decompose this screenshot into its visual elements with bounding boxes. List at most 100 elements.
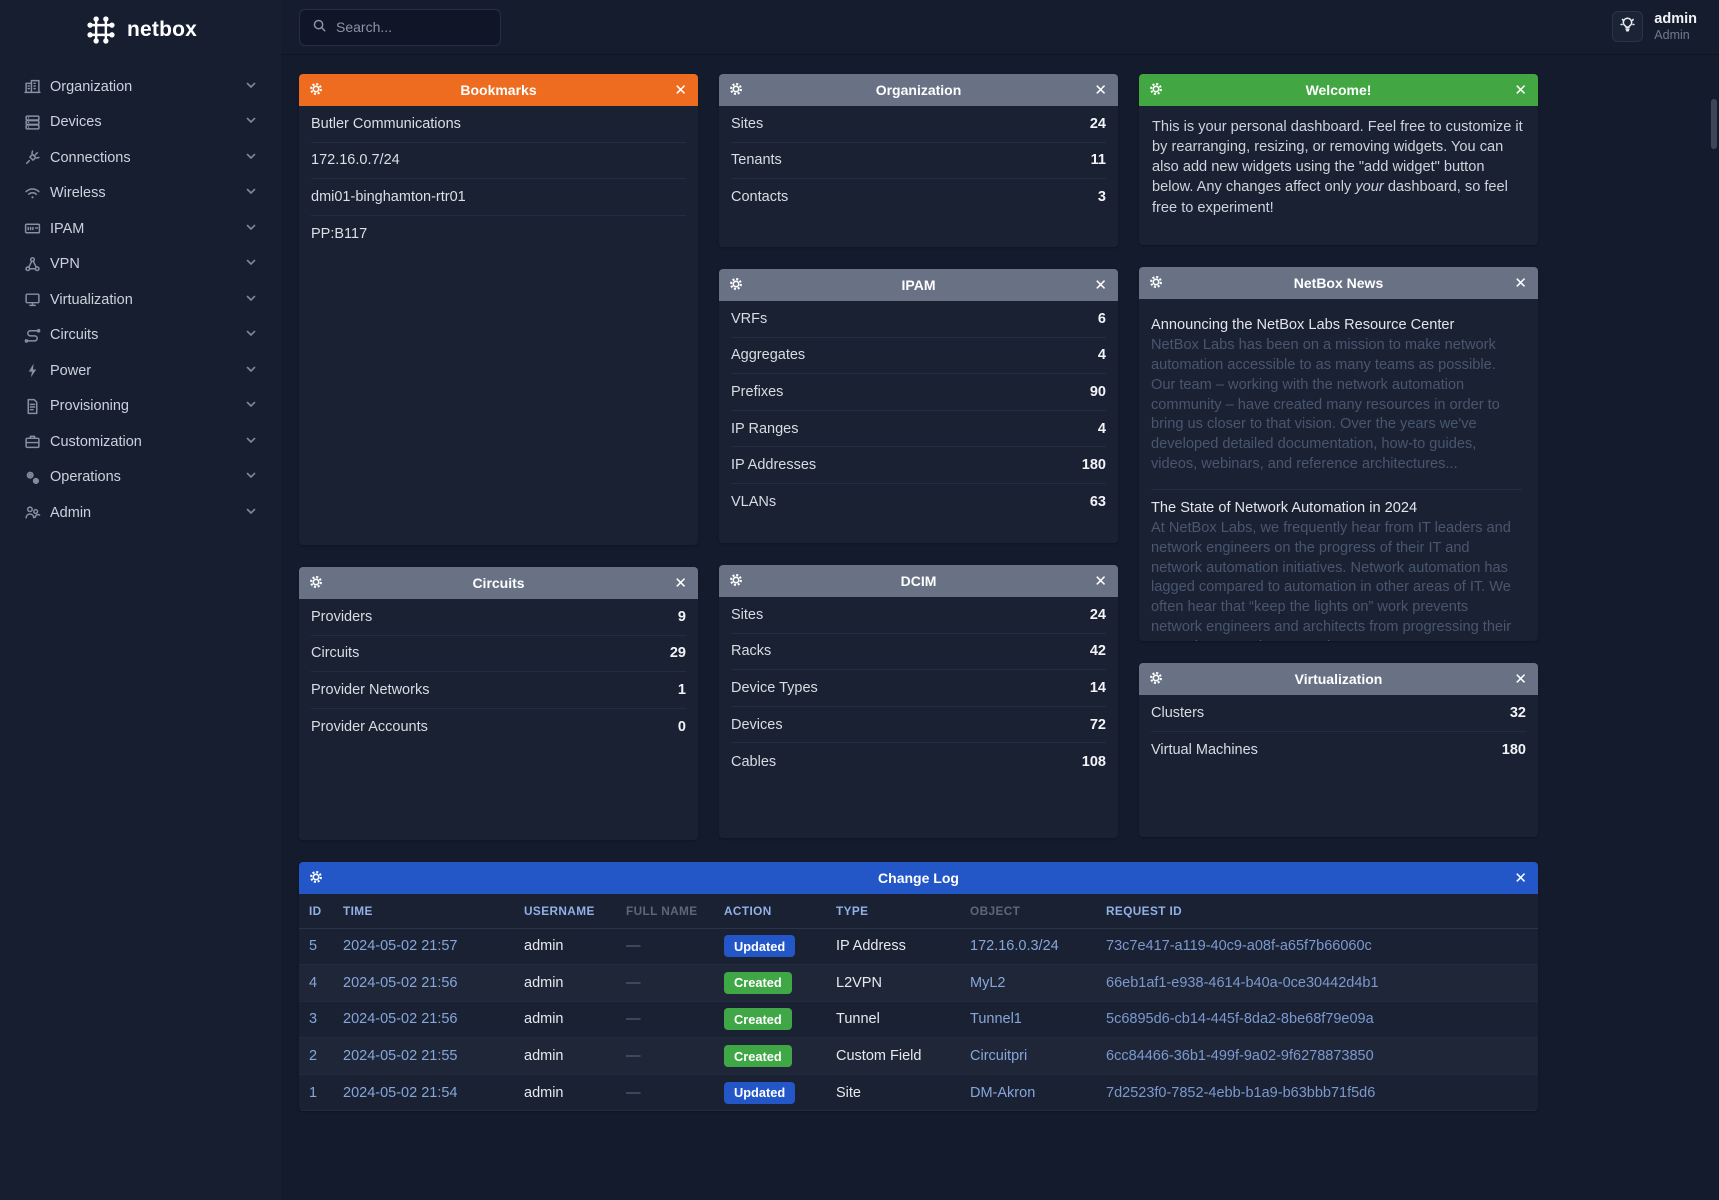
change-request-id-link[interactable]: 7d2523f0-7852-4ebb-b1a9-b63bbb71f5d6 (1106, 1084, 1376, 1101)
widget-close-icon[interactable]: ✕ (1514, 275, 1527, 292)
widget-close-icon[interactable]: ✕ (1094, 82, 1107, 99)
stat-row[interactable]: Cables 108 (731, 753, 1106, 770)
change-request-id-link[interactable]: 73c7e417-a119-40c9-a08f-a65f7b66060c (1106, 938, 1372, 955)
action-badge[interactable]: Created (724, 1045, 792, 1068)
widget-config-gear-icon[interactable] (729, 82, 743, 96)
bookmark-item[interactable]: dmi01-binghamton-rtr01 (311, 179, 686, 216)
change-time-link[interactable]: 2024-05-02 21:56 (343, 1011, 458, 1028)
column-header[interactable]: TYPE (826, 894, 960, 929)
column-header[interactable]: TIME (333, 894, 514, 929)
widget-config-gear-icon[interactable] (729, 573, 743, 587)
action-badge[interactable]: Updated (724, 1081, 796, 1104)
stat-row[interactable]: Sites 24 (731, 106, 1106, 143)
stat-row[interactable]: Devices 72 (731, 707, 1106, 744)
change-id-link[interactable]: 1 (309, 1084, 318, 1101)
stat-row[interactable]: Tenants 11 (731, 143, 1106, 180)
sidebar-nav: Organization Devices Connections Wireles… (0, 69, 281, 531)
change-request-id-link[interactable]: 66eb1af1-e938-4614-b40a-0ce30442d4b1 (1106, 974, 1379, 991)
stat-row[interactable]: IP Addresses 180 (731, 447, 1106, 484)
action-badge[interactable]: Created (724, 971, 792, 994)
widget-config-gear-icon[interactable] (1149, 82, 1163, 96)
sidebar-item-admin[interactable]: Admin (0, 495, 281, 531)
widget-close-icon[interactable]: ✕ (1514, 82, 1527, 99)
stat-row[interactable]: IP Ranges 4 (731, 411, 1106, 448)
sidebar-item-virtualization[interactable]: Virtualization (0, 282, 281, 318)
change-object-link[interactable]: Circuitpri (970, 1048, 1028, 1065)
sidebar-item-power[interactable]: Power (0, 353, 281, 389)
column-header[interactable]: FULL NAME (616, 894, 714, 929)
change-time-link[interactable]: 2024-05-02 21:54 (343, 1084, 458, 1101)
stat-row[interactable]: Provider Accounts 0 (311, 719, 686, 736)
change-id-link[interactable]: 4 (309, 974, 318, 991)
netbox-logo-icon (84, 13, 118, 47)
stat-row[interactable]: Sites 24 (731, 597, 1106, 634)
news-body-text: NetBox Labs has been on a mission to mak… (1151, 337, 1500, 473)
news-headline[interactable]: The State of Network Automation in 2024 (1151, 499, 1418, 516)
action-badge[interactable]: Updated (724, 935, 796, 958)
change-request-id-link[interactable]: 5c6895d6-cb14-445f-8da2-8be68f79e09a (1106, 1011, 1374, 1028)
stat-row[interactable]: Virtual Machines 180 (1151, 741, 1526, 758)
widget-config-gear-icon[interactable] (309, 575, 323, 589)
change-request-id-link[interactable]: 6cc84466-36b1-499f-9a02-9f6278873850 (1106, 1048, 1374, 1065)
sidebar-item-circuits[interactable]: Circuits (0, 318, 281, 354)
sidebar-item-vpn[interactable]: VPN (0, 247, 281, 283)
sidebar-item-organization[interactable]: Organization (0, 69, 281, 105)
sidebar-item-customization[interactable]: Customization (0, 424, 281, 460)
sidebar-item-connections[interactable]: Connections (0, 140, 281, 176)
widget-config-gear-icon[interactable] (1149, 671, 1163, 685)
widget-close-icon[interactable]: ✕ (1514, 870, 1527, 887)
stat-row[interactable]: Providers 9 (311, 599, 686, 636)
stat-row[interactable]: Aggregates 4 (731, 338, 1106, 375)
change-id-link[interactable]: 3 (309, 1011, 318, 1028)
column-header[interactable]: ACTION (714, 894, 826, 929)
change-object-link[interactable]: Tunnel1 (970, 1011, 1022, 1028)
widget-config-gear-icon[interactable] (309, 870, 323, 884)
sidebar-item-operations[interactable]: Operations (0, 460, 281, 496)
table-row: 2 2024-05-02 21:55 admin — Created Custo… (299, 1037, 1538, 1075)
bookmark-item[interactable]: Butler Communications (311, 106, 686, 143)
widget-config-gear-icon[interactable] (729, 277, 743, 291)
change-object-link[interactable]: MyL2 (970, 974, 1006, 991)
change-object-link[interactable]: 172.16.0.3/24 (970, 938, 1059, 955)
widget-config-gear-icon[interactable] (309, 82, 323, 96)
stat-row[interactable]: VRFs 6 (731, 301, 1106, 338)
netbox-logo[interactable]: netbox (0, 0, 281, 57)
change-log-table: ID TIME USERNAME FULL NAME ACTION TYPE OBJECT R… (299, 894, 1538, 1112)
column-header[interactable]: REQUEST ID (1096, 894, 1538, 929)
widget-close-icon[interactable]: ✕ (1094, 277, 1107, 294)
widget-close-icon[interactable]: ✕ (674, 575, 687, 592)
action-badge[interactable]: Created (724, 1008, 792, 1031)
bookmark-item[interactable]: PP:B117 (311, 226, 368, 243)
stat-row[interactable]: Circuits 29 (311, 636, 686, 673)
change-id-link[interactable]: 2 (309, 1048, 318, 1065)
user-menu[interactable]: admin Admin (1654, 11, 1701, 42)
theme-toggle-button[interactable] (1612, 11, 1644, 43)
widget-close-icon[interactable]: ✕ (1094, 573, 1107, 590)
bookmark-item[interactable]: 172.16.0.7/24 (311, 143, 686, 180)
stat-row[interactable]: Racks 42 (731, 634, 1106, 671)
change-time-link[interactable]: 2024-05-02 21:56 (343, 974, 458, 991)
stat-row[interactable]: Provider Networks 1 (311, 672, 686, 709)
widget-close-icon[interactable]: ✕ (1514, 671, 1527, 688)
change-object-link[interactable]: DM-Akron (970, 1084, 1036, 1101)
change-time-link[interactable]: 2024-05-02 21:57 (343, 938, 458, 955)
sidebar-item-provisioning[interactable]: Provisioning (0, 389, 281, 425)
sidebar-item-wireless[interactable]: Wireless (0, 176, 281, 212)
widget-close-icon[interactable]: ✕ (674, 82, 687, 99)
stat-row[interactable]: Clusters 32 (1151, 695, 1526, 732)
stat-row[interactable]: Prefixes 90 (731, 374, 1106, 411)
column-header[interactable]: OBJECT (960, 894, 1096, 929)
news-headline[interactable]: Announcing the NetBox Labs Resource Cent… (1151, 317, 1455, 333)
search-box[interactable] (299, 8, 517, 46)
change-time-link[interactable]: 2024-05-02 21:55 (343, 1048, 458, 1065)
change-id-link[interactable]: 5 (309, 938, 318, 955)
widget-config-gear-icon[interactable] (1149, 275, 1163, 289)
sidebar-item-ipam[interactable]: IPAM (0, 211, 281, 247)
stat-row[interactable]: Device Types 14 (731, 670, 1106, 707)
column-header[interactable]: ID (299, 894, 333, 929)
sidebar-item-devices[interactable]: Devices (0, 105, 281, 141)
stat-row[interactable]: Contacts 3 (731, 189, 1106, 206)
search-input[interactable] (336, 19, 517, 35)
column-header[interactable]: USERNAME (514, 894, 616, 929)
stat-row[interactable]: VLANs 63 (731, 494, 1106, 511)
